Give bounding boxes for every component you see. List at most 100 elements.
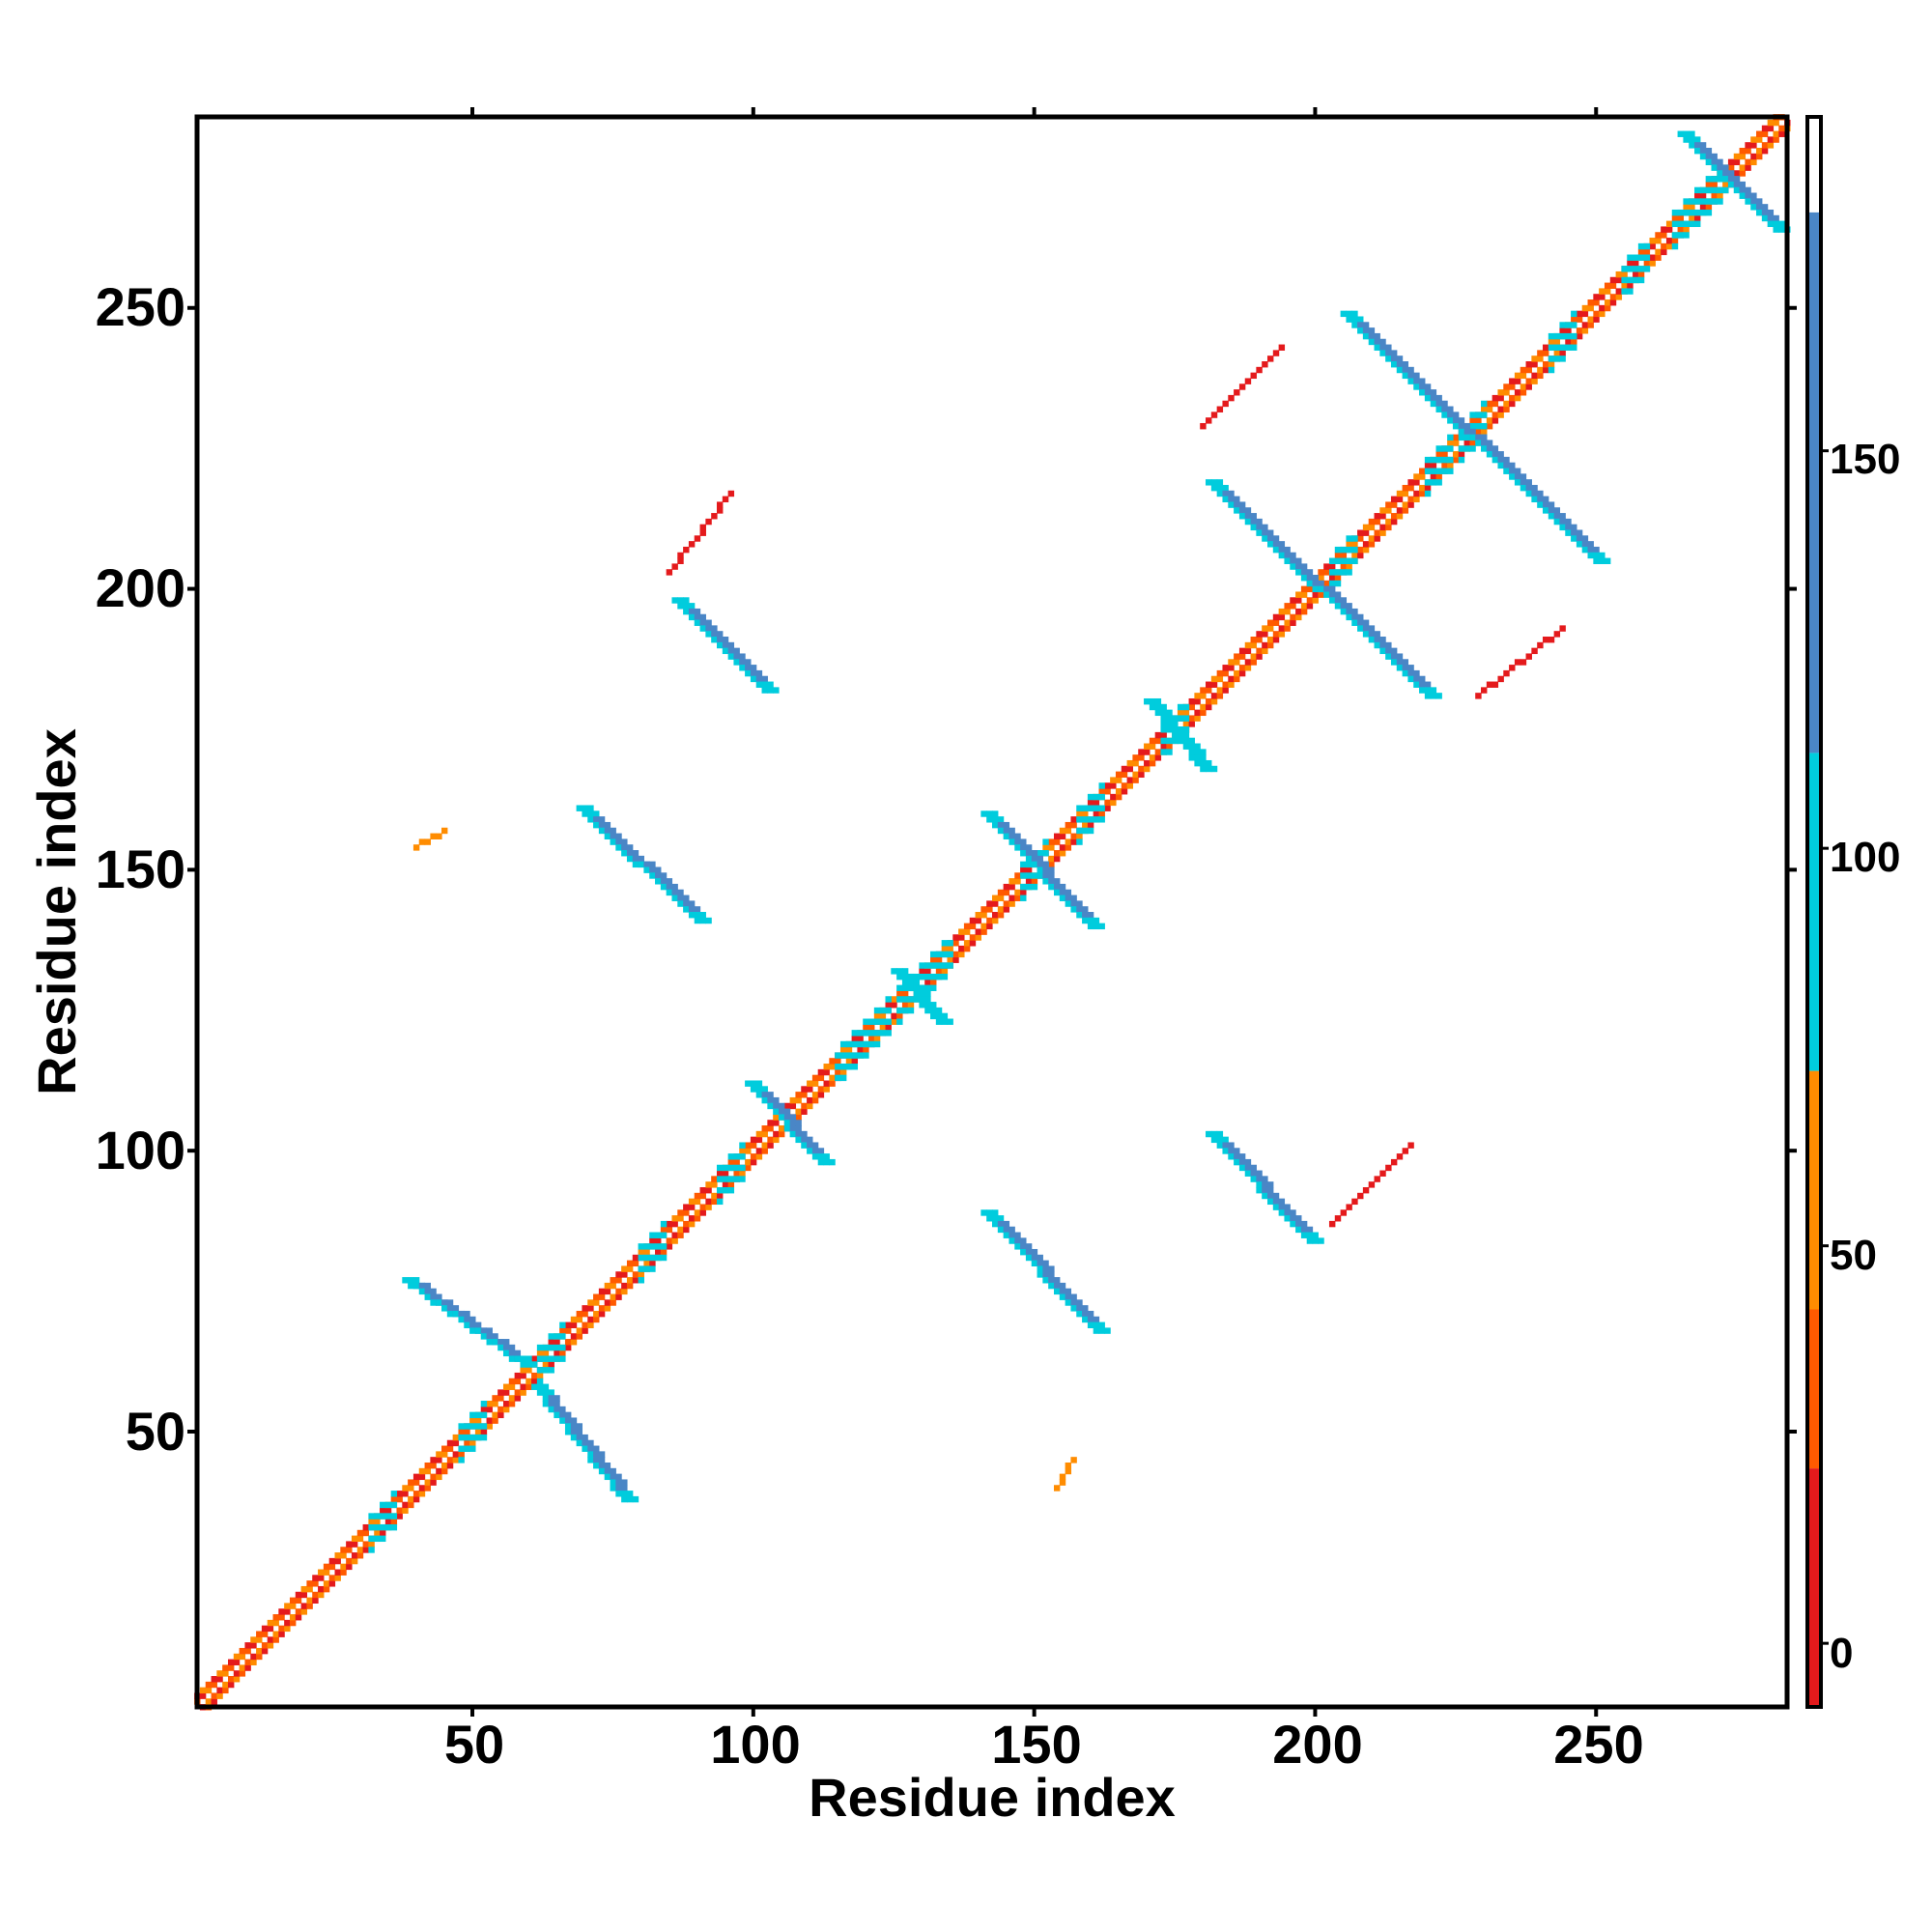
contact-cell	[1228, 1148, 1235, 1154]
diagonal-cell	[272, 1619, 279, 1627]
contact-cell	[1154, 697, 1162, 705]
diagonal-cell	[745, 1164, 752, 1172]
contact-cell	[1087, 912, 1094, 919]
contact-cell	[901, 979, 909, 986]
diagonal-patch-cell	[474, 1411, 482, 1419]
diagonal-patch-cell	[1475, 412, 1482, 418]
diagonal-cell	[1144, 759, 1151, 767]
contact-cell	[1492, 445, 1499, 452]
diagonal-cell	[1318, 591, 1324, 598]
contact-cell	[497, 1339, 504, 1346]
contact-cell	[1525, 653, 1532, 660]
contact-cell	[1206, 417, 1212, 424]
diagonal-cell	[469, 1417, 476, 1424]
diagonal-cell	[671, 1237, 678, 1244]
diagonal-cell	[1593, 310, 1600, 318]
diagonal-cell	[1149, 759, 1156, 767]
contact-cell	[593, 1445, 600, 1452]
diagonal-cell	[1649, 238, 1656, 244]
diagonal-cell	[615, 1293, 622, 1300]
contact-cell	[469, 1327, 476, 1334]
contact-cell	[711, 637, 718, 643]
diagonal-cell	[576, 1327, 583, 1334]
diagonal-cell	[699, 1204, 706, 1210]
contact-cell	[755, 1086, 763, 1093]
diagonal-cell	[452, 1451, 460, 1458]
diagonal-cell	[430, 1462, 437, 1469]
contact-cell	[739, 665, 746, 671]
diagonal-cell	[1452, 434, 1460, 441]
diagonal-patch-cell	[643, 1265, 650, 1272]
diagonal-cell	[1665, 220, 1673, 228]
contact-cell	[1042, 1271, 1049, 1278]
diagonal-cell	[1379, 507, 1386, 514]
diagonal-cell	[1486, 406, 1493, 412]
diagonal-patch-cell	[638, 1265, 644, 1272]
contact-cell	[1368, 327, 1376, 334]
diagonal-cell	[402, 1485, 409, 1492]
diagonal-cell	[497, 1395, 504, 1402]
contact-cell	[1149, 697, 1156, 705]
contact-cell	[1290, 1215, 1296, 1222]
diagonal-patch-cell	[1082, 816, 1089, 823]
contact-cell	[1509, 468, 1516, 474]
diagonal-patch-cell	[480, 1411, 488, 1419]
diagonal-cell	[576, 1316, 583, 1323]
diagonal-cell	[1351, 552, 1358, 559]
diagonal-cell	[823, 1064, 830, 1070]
diagonal-cell	[452, 1434, 460, 1441]
contact-cell	[474, 1327, 482, 1334]
contact-cell	[666, 883, 673, 891]
diagonal-patch-cell	[1548, 344, 1555, 351]
diagonal-cell	[216, 1676, 223, 1683]
diagonal-cell	[1188, 703, 1195, 711]
diagonal-cell	[1385, 501, 1392, 508]
contact-cell	[610, 1479, 616, 1486]
diagonal-cell	[1576, 310, 1583, 318]
contact-cell	[1177, 737, 1184, 745]
diagonal-patch-cell	[1694, 186, 1701, 194]
diagonal-patch-cell	[559, 1333, 566, 1340]
contact-cell	[1272, 350, 1280, 356]
diagonal-cell	[531, 1378, 538, 1385]
diagonal-cell	[374, 1519, 381, 1525]
diagonal-cell	[1003, 889, 1010, 896]
diagonal-cell	[1750, 153, 1757, 160]
contact-cell	[1009, 1226, 1015, 1234]
diagonal-patch-cell	[845, 1064, 853, 1070]
contact-cell	[1065, 1467, 1072, 1475]
diagonal-cell	[436, 1451, 442, 1458]
diagonal-cell	[1531, 378, 1538, 384]
diagonal-cell	[807, 1080, 813, 1087]
diagonal-cell	[1210, 675, 1218, 683]
contact-cell	[1194, 749, 1201, 755]
contact-cell	[1717, 170, 1723, 177]
contact-cell	[1413, 681, 1420, 688]
diagonal-cell	[233, 1653, 241, 1661]
contact-cell	[1340, 608, 1348, 615]
diagonal-cell	[1182, 721, 1190, 727]
contact-cell	[1048, 1277, 1055, 1284]
contact-cell	[980, 810, 987, 817]
contact-cell	[1172, 721, 1179, 727]
contact-cell	[1031, 1248, 1038, 1256]
diagonal-patch-cell	[851, 1040, 859, 1048]
diagonal-cell	[244, 1659, 251, 1665]
diagonal-cell	[1761, 130, 1769, 137]
diagonal-patch-cell	[536, 1344, 544, 1351]
contact-cell	[531, 1361, 538, 1368]
diagonal-patch-cell	[857, 1052, 864, 1059]
contact-cell	[1216, 406, 1224, 412]
diagonal-cell	[604, 1288, 611, 1295]
diagonal-cell	[1340, 552, 1348, 559]
diagonal-cell	[211, 1698, 217, 1705]
contact-cell	[1424, 687, 1432, 694]
diagonal-patch-cell	[873, 1007, 881, 1014]
contact-cell	[1537, 641, 1544, 649]
contact-cell	[901, 973, 909, 980]
contact-cell	[1048, 872, 1055, 879]
contact-cell	[638, 861, 644, 868]
contact-cell	[1065, 1299, 1072, 1306]
diagonal-cell	[839, 1068, 847, 1076]
diagonal-cell	[1295, 613, 1302, 621]
